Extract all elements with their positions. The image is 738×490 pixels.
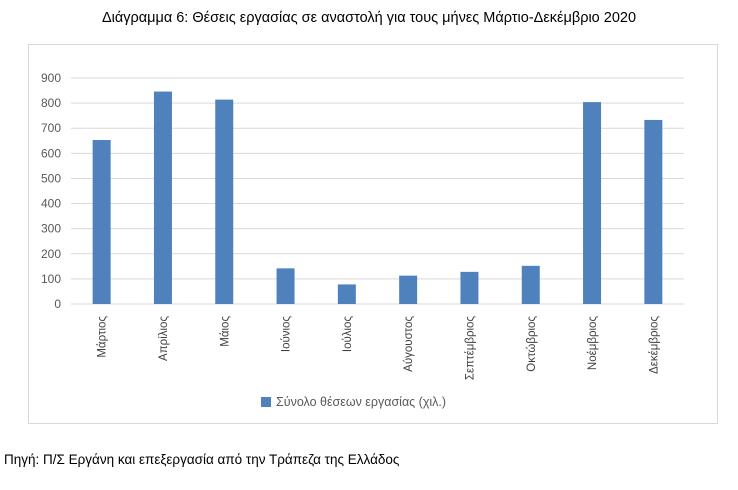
x-category-label: Μάιος [219, 316, 231, 347]
x-axis-categories: Μάρτιος Απρίλιος Μάιος Ιούνιος Ιούλιος Αύγουσ… [97, 316, 661, 381]
bar [644, 119, 663, 305]
y-tick-label: 400 [41, 197, 61, 211]
x-category-label: Ιούνιος [281, 316, 293, 353]
bar [399, 275, 418, 304]
legend: Σύνολο θέσεων εργασίας (χιλ.) [261, 395, 446, 409]
y-tick-label: 100 [41, 272, 61, 286]
legend-label: Σύνολο θέσεων εργασίας (χιλ.) [276, 395, 446, 409]
x-category-label: Οκτώβριος [526, 316, 538, 372]
y-tick-label: 800 [41, 96, 61, 110]
y-tick-label: 700 [41, 121, 61, 135]
x-category-label: Νοέμβριος [587, 316, 599, 371]
y-tick-label: 300 [41, 222, 61, 236]
x-category-label: Ιούλιος [342, 316, 354, 353]
x-category-label: Δεκέμβριος [648, 316, 660, 374]
chart-title: Διάγραμμα 6: Θέσεις εργασίας σε αναστολή… [101, 10, 637, 26]
gridlines [71, 77, 684, 305]
chart-area: 0 100 200 300 400 500 600 700 800 900 Μάρτιος Απρί… [28, 44, 718, 424]
x-category-label: Απρίλιος [158, 316, 170, 361]
x-category-label: Αύγουστος [403, 316, 415, 372]
bar [92, 140, 111, 304]
bar [521, 265, 540, 304]
y-tick-label: 0 [54, 297, 61, 311]
y-tick-label: 500 [41, 171, 61, 185]
bar [583, 102, 602, 305]
x-category-label: Μάρτιος [97, 316, 109, 358]
bar [337, 284, 356, 304]
bar [215, 99, 234, 304]
x-category-label: Σεπτέμβριος [464, 316, 476, 381]
bar [460, 271, 479, 304]
bar [276, 268, 295, 304]
y-tick-label: 200 [41, 247, 61, 261]
y-axis-ticks: 0 100 200 300 400 500 600 700 800 900 [41, 71, 61, 311]
bar [153, 91, 172, 304]
y-tick-label: 900 [41, 71, 61, 85]
y-tick-label: 600 [41, 146, 61, 160]
bar-chart: 0 100 200 300 400 500 600 700 800 900 Μάρτιος Απρί… [41, 71, 684, 409]
source-note: Πηγή: Π/Σ Εργάνη και επεξεργασία από την… [4, 452, 400, 467]
bars [92, 91, 663, 305]
legend-swatch [261, 397, 271, 407]
